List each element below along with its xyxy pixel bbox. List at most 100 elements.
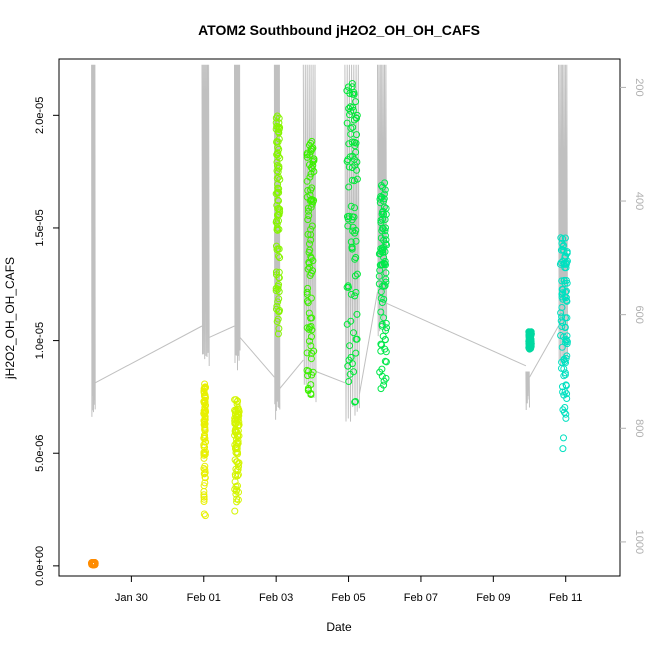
data-point (200, 470, 208, 478)
data-point (343, 87, 351, 95)
x-tick-label: Feb 03 (259, 592, 293, 604)
data-point (352, 335, 360, 343)
data-point (303, 290, 311, 298)
data-point (347, 317, 355, 325)
data-point (350, 329, 357, 337)
data-point (563, 297, 571, 305)
data-point (352, 98, 360, 106)
data-point (307, 342, 315, 350)
points-layer (88, 80, 571, 569)
data-point (309, 144, 317, 152)
data-point (231, 406, 239, 414)
data-point (201, 384, 209, 391)
data-point (308, 333, 315, 341)
data-point (307, 186, 315, 194)
data-point (381, 216, 389, 223)
data-point (201, 431, 208, 439)
data-point (381, 257, 389, 265)
data-point (381, 336, 389, 344)
data-point (352, 349, 360, 357)
data-point (348, 138, 356, 146)
data-point (307, 294, 315, 302)
data-point (273, 151, 281, 159)
data-point (382, 327, 390, 335)
altitude-trace-4 (302, 64, 317, 403)
data-point (352, 398, 359, 405)
data-point (275, 308, 283, 316)
data-point (353, 175, 361, 183)
data-point (377, 308, 385, 316)
data-point (560, 408, 568, 416)
y2-tick-label: 200 (633, 78, 645, 96)
x-tick-label: Feb 05 (331, 592, 365, 604)
data-point (380, 314, 388, 322)
x-axis: Jan 30 Feb 01 Feb 03 Feb 05 Feb 07 Feb 09 Feb … (115, 576, 582, 604)
data-point (233, 400, 241, 408)
data-point (343, 157, 351, 165)
data-point (346, 370, 354, 378)
data-point (346, 111, 353, 119)
data-point (274, 285, 282, 293)
data-point (273, 201, 281, 209)
data-point (560, 241, 568, 249)
data-point (303, 349, 311, 357)
data-point (274, 226, 282, 234)
data-point (200, 443, 208, 451)
data-point (303, 153, 311, 161)
altitude-connector-2 (208, 325, 235, 338)
data-point (306, 240, 313, 248)
data-point (307, 231, 315, 239)
data-point (379, 215, 386, 223)
data-point (307, 314, 314, 322)
data-point (558, 343, 566, 351)
data-point (308, 200, 316, 208)
altitude-trace-1 (201, 64, 210, 367)
data-point (559, 246, 567, 254)
data-point (307, 269, 315, 277)
data-point (202, 438, 210, 446)
data-point (275, 125, 283, 133)
x-axis-label: Date (326, 620, 352, 634)
data-point (234, 448, 241, 456)
data-point (201, 479, 209, 487)
data-point (275, 325, 283, 332)
data-point (234, 471, 242, 479)
data-point (561, 293, 569, 301)
y-axis-label: jH2O2_OH_OH_CAFS (3, 257, 17, 380)
data-point (275, 295, 283, 303)
data-point (377, 340, 385, 348)
data-point (558, 293, 566, 301)
data-point (346, 342, 354, 350)
data-point (200, 493, 208, 501)
altitude-connector-6 (358, 291, 378, 395)
data-point (308, 222, 316, 230)
data-point (309, 368, 317, 376)
data-point (200, 448, 208, 456)
data-point (380, 190, 388, 198)
data-point (202, 408, 209, 416)
data-point (343, 283, 351, 291)
data-point (347, 124, 355, 132)
data-point (201, 398, 209, 406)
data-point (275, 162, 283, 170)
data-point (304, 384, 312, 392)
data-point (307, 355, 315, 363)
data-point (304, 299, 312, 307)
data-point (91, 559, 99, 567)
data-point (378, 210, 386, 218)
data-point (527, 328, 535, 336)
data-point (307, 225, 315, 233)
data-point (557, 234, 565, 242)
data-point (353, 114, 360, 122)
data-point (379, 224, 386, 232)
data-point (233, 413, 241, 421)
data-point (562, 337, 570, 345)
data-point (560, 355, 568, 363)
data-point (352, 288, 360, 296)
data-point (232, 416, 240, 424)
data-point (562, 414, 570, 422)
data-point (558, 304, 566, 311)
data-point (200, 510, 208, 518)
data-point (382, 236, 390, 244)
data-point (233, 467, 241, 475)
